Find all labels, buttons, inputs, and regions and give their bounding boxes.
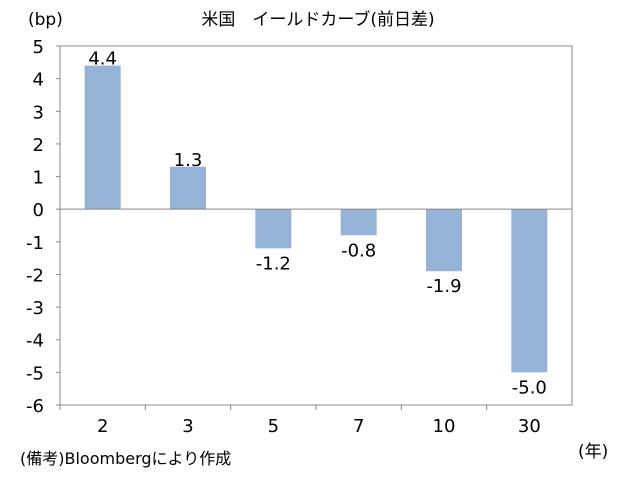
- bar-10: [426, 209, 462, 272]
- x-tick-label: 2: [97, 416, 108, 437]
- x-tick-label: 30: [518, 416, 541, 437]
- data-label: 4.4: [88, 49, 117, 70]
- y-tick-label: 4: [33, 70, 44, 91]
- source-note: (備考)Bloombergにより作成: [20, 449, 231, 468]
- x-tick-label: 5: [268, 416, 279, 437]
- x-tick-label: 7: [353, 416, 364, 437]
- y-tick-label: -2: [26, 265, 44, 286]
- bar-5: [255, 209, 292, 249]
- y-tick-label: 1: [33, 168, 44, 189]
- data-label: -1.2: [256, 253, 291, 274]
- y-tick-label: -6: [26, 396, 44, 417]
- bar-7: [340, 209, 377, 236]
- bar-30: [511, 209, 548, 373]
- plot-area: [59, 45, 573, 406]
- x-tick-label: 3: [182, 416, 193, 437]
- data-label: -0.8: [341, 240, 376, 261]
- data-label: -1.9: [426, 276, 461, 297]
- y-axis-label: (bp): [28, 10, 63, 30]
- data-label: 1.3: [174, 150, 203, 171]
- y-tick-label: -5: [26, 363, 44, 384]
- y-tick-label: 3: [33, 102, 44, 123]
- bar-3: [170, 166, 206, 210]
- y-tick-label: -4: [26, 331, 44, 352]
- chart-title: 米国 イールドカーブ(前日差): [201, 9, 434, 30]
- x-tick-label: 10: [433, 416, 456, 437]
- y-tick-label: 0: [33, 200, 44, 221]
- y-tick-label: -3: [26, 298, 44, 319]
- y-tick-label: -1: [26, 233, 44, 254]
- bar-2: [84, 65, 121, 210]
- data-label: -5.0: [512, 377, 547, 398]
- y-tick-label: 5: [33, 37, 44, 58]
- y-tick-label: 2: [33, 135, 44, 156]
- x-axis-label: (年): [578, 442, 608, 462]
